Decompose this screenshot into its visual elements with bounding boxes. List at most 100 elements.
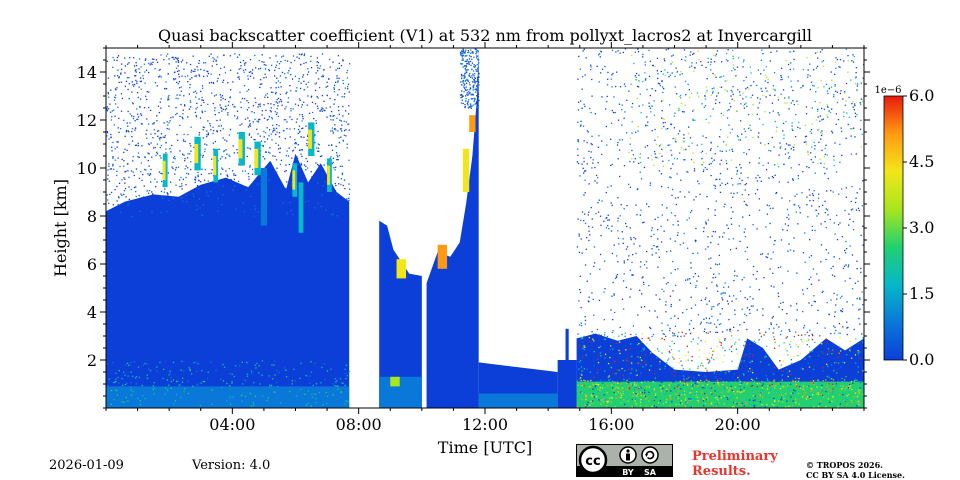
noise-speck [635, 79, 637, 81]
cloud-speck [696, 383, 698, 386]
noise-speck [221, 110, 223, 112]
noise-speck [705, 66, 707, 69]
noise-speck [275, 87, 277, 89]
cloud-speck [749, 367, 751, 370]
aerosol-speck [812, 394, 814, 396]
cloud-speck [593, 365, 595, 367]
noise-speck [140, 171, 142, 173]
aerosol-speck [857, 391, 859, 393]
noise-speck [305, 197, 308, 199]
noise-speck [780, 302, 782, 305]
noise-speck [220, 107, 223, 109]
noise-speck [319, 155, 322, 158]
noise-speck [657, 82, 660, 85]
noise-speck [860, 271, 862, 274]
noise-speck [219, 158, 222, 160]
noise-speck [344, 187, 346, 190]
cloud-speck [628, 387, 631, 389]
noise-speck [580, 120, 582, 123]
cloud-speck [813, 368, 815, 371]
noise-speck [200, 181, 202, 183]
cloud-speck [810, 388, 813, 390]
noise-speck [833, 292, 835, 295]
noise-speck [226, 140, 228, 142]
aerosol-speck [176, 380, 178, 382]
cloud-speck [857, 366, 859, 368]
noise-speck [229, 199, 231, 201]
cloud-speck [760, 332, 762, 334]
noise-speck [854, 83, 857, 85]
noise-speck [851, 102, 853, 105]
noise-speck [849, 277, 851, 280]
noise-speck [281, 104, 283, 106]
noise-speck [156, 120, 158, 122]
noise-speck [201, 87, 204, 89]
aerosol-speck [181, 360, 183, 363]
noise-speck [789, 330, 791, 332]
noise-speck [676, 71, 679, 73]
noise-speck [140, 162, 143, 164]
noise-speck [690, 51, 692, 53]
cloud-speck [609, 348, 611, 351]
noise-speck [854, 201, 857, 204]
noise-speck [332, 115, 334, 117]
noise-speck [692, 110, 694, 112]
noise-speck [197, 175, 199, 178]
noise-speck [318, 144, 320, 146]
aerosol-speck [137, 397, 139, 400]
aerosol-speck [860, 384, 863, 386]
noise-speck [130, 115, 133, 117]
noise-speck [338, 67, 341, 70]
aerosol-speck [673, 387, 676, 389]
aerosol-speck [142, 364, 145, 367]
noise-speck [201, 85, 204, 87]
noise-speck [850, 209, 853, 211]
noise-speck [789, 68, 792, 71]
noise-speck [135, 79, 137, 82]
noise-speck [619, 175, 621, 178]
aerosol-speck [312, 396, 314, 399]
noise-speck [338, 142, 341, 144]
noise-speck [686, 219, 688, 221]
cloud-speck [642, 365, 644, 368]
aerosol-speck [705, 379, 708, 381]
noise-speck [695, 196, 697, 198]
cloud-speck [698, 374, 700, 376]
aerosol-speck [598, 394, 601, 397]
noise-speck [110, 89, 112, 91]
noise-speck [268, 129, 271, 131]
noise-speck [856, 260, 858, 262]
noise-speck [683, 140, 685, 142]
noise-speck [466, 78, 468, 81]
cloud-speck [630, 343, 632, 345]
aerosol-speck [168, 374, 170, 376]
cloud-core [437, 244, 448, 269]
noise-speck [847, 123, 849, 126]
noise-speck [655, 246, 658, 248]
cloud-speck [628, 348, 631, 350]
noise-speck [726, 53, 728, 55]
noise-speck [474, 98, 477, 100]
noise-speck [719, 86, 721, 88]
aerosol-speck [200, 382, 202, 384]
aerosol-speck [844, 400, 846, 403]
aerosol-speck [766, 388, 769, 390]
cloud-speck [749, 343, 751, 346]
aerosol-speck [801, 396, 804, 398]
noise-speck [824, 327, 826, 329]
cloud-speck [724, 339, 726, 341]
noise-speck [588, 296, 590, 298]
cloud-speck [661, 337, 663, 340]
noise-speck [253, 112, 255, 114]
aerosol-speck [598, 384, 600, 386]
noise-speck [305, 187, 307, 190]
noise-speck [699, 193, 701, 196]
aerosol-speck [258, 365, 260, 367]
cloud-speck [615, 380, 617, 383]
aerosol-speck [244, 380, 246, 382]
noise-speck [808, 335, 810, 337]
noise-speck [577, 162, 580, 165]
noise-speck [583, 194, 585, 196]
aerosol-speck [178, 384, 180, 386]
noise-speck [477, 96, 480, 98]
